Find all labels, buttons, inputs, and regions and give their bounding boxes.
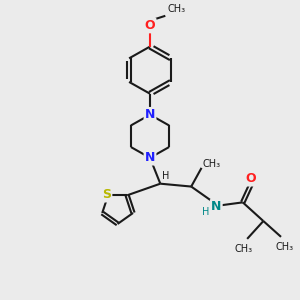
Text: N: N [145, 151, 155, 164]
Text: N: N [211, 200, 221, 213]
Text: O: O [145, 19, 155, 32]
Text: H: H [162, 172, 169, 182]
Text: CH₃: CH₃ [235, 244, 253, 254]
Text: CH₃: CH₃ [275, 242, 294, 252]
Text: H: H [202, 207, 209, 218]
Text: O: O [246, 172, 256, 185]
Text: N: N [145, 108, 155, 121]
Text: CH₃: CH₃ [168, 4, 186, 14]
Text: CH₃: CH₃ [203, 159, 221, 170]
Text: S: S [102, 188, 111, 201]
